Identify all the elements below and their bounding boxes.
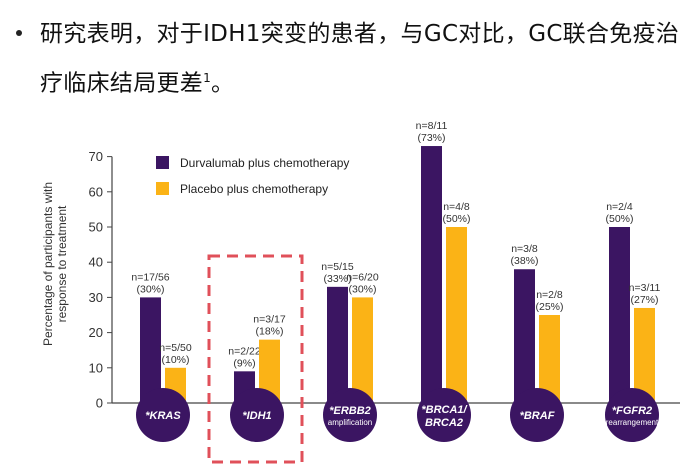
bar-annotation-pct: (33%) bbox=[323, 273, 351, 285]
category-label: *KRAS bbox=[145, 410, 181, 422]
y-axis-label: response to treatment bbox=[55, 205, 69, 322]
bar-annotation-n: n=5/50 bbox=[159, 342, 192, 354]
bar-annotation-n: n=6/20 bbox=[346, 271, 379, 283]
category-label-line2: BRCA2 bbox=[425, 417, 463, 429]
bar-annotation-pct: (9%) bbox=[233, 357, 255, 369]
bar-annotation-n: n=2/22 bbox=[228, 345, 261, 357]
y-tick-label: 0 bbox=[96, 396, 103, 411]
y-tick-label: 60 bbox=[89, 184, 103, 199]
bar-annotation-pct: (18%) bbox=[255, 326, 283, 338]
category-badge bbox=[605, 388, 659, 442]
y-tick-label: 30 bbox=[89, 290, 103, 305]
category-badge bbox=[323, 388, 377, 442]
category-badge bbox=[230, 388, 284, 442]
bar bbox=[421, 146, 442, 404]
bar bbox=[514, 269, 535, 403]
y-tick-label: 50 bbox=[89, 220, 103, 235]
bar-annotation-pct: (50%) bbox=[605, 213, 633, 225]
legend-label: Durvalumab plus chemotherapy bbox=[180, 156, 349, 170]
bar-annotation-pct: (30%) bbox=[136, 283, 164, 295]
category-label: *BRCA1/ bbox=[421, 404, 468, 416]
bar bbox=[539, 315, 560, 403]
bar-annotation-pct: (27%) bbox=[630, 294, 658, 306]
highlight-box bbox=[207, 254, 304, 464]
bar-annotation-n: n=2/4 bbox=[606, 201, 633, 213]
bullet-end: 。 bbox=[211, 70, 235, 97]
bar-annotation-pct: (73%) bbox=[417, 132, 445, 144]
bar-annotation-n: n=8/11 bbox=[416, 120, 448, 132]
category-label: *ERBB2 bbox=[329, 405, 371, 417]
bar-annotation-pct: (25%) bbox=[535, 301, 563, 313]
bar bbox=[634, 307, 655, 403]
bar-annotation-n: n=4/8 bbox=[443, 201, 470, 213]
bar-annotation-pct: (38%) bbox=[510, 255, 538, 267]
bar-annotation-pct: (30%) bbox=[348, 283, 376, 295]
bar-annotation-n: n=3/11 bbox=[629, 282, 661, 294]
y-tick-label: 20 bbox=[89, 325, 103, 340]
legend-label: Placebo plus chemotherapy bbox=[180, 182, 328, 196]
bullet-superscript: 1 bbox=[203, 71, 212, 85]
category-label: *BRAF bbox=[520, 410, 555, 422]
category-badge bbox=[417, 388, 471, 442]
bar-annotation-pct: (10%) bbox=[161, 354, 189, 366]
bar-annotation-n: n=2/8 bbox=[536, 289, 563, 301]
y-tick-label: 10 bbox=[89, 360, 103, 375]
category-sublabel: rearrangement bbox=[606, 418, 659, 427]
category-label: *IDH1 bbox=[242, 410, 271, 422]
legend-swatch bbox=[156, 156, 169, 169]
bullet-block: 研究表明，对于IDH1突变的患者，与GC对比，GC联合免疫治疗临床结局更差1。 bbox=[14, 12, 694, 106]
category-label: *FGFR2 bbox=[612, 405, 652, 417]
y-tick-label: 70 bbox=[89, 149, 103, 164]
bullet-text: 研究表明，对于IDH1突变的患者，与GC对比，GC联合免疫治疗临床结局更差1。 bbox=[40, 12, 694, 106]
bullet-main-text: 研究表明，对于IDH1突变的患者，与GC对比，GC联合免疫治疗临床结局更差 bbox=[40, 21, 680, 97]
category-badge bbox=[510, 388, 564, 442]
category-sublabel: amplification bbox=[328, 418, 372, 427]
bar-annotation-n: n=3/17 bbox=[253, 314, 286, 326]
bar bbox=[352, 297, 373, 403]
bullet-dot bbox=[16, 30, 22, 36]
bar bbox=[446, 227, 467, 403]
bar bbox=[259, 339, 280, 403]
bar-annotation-n: n=5/15 bbox=[321, 261, 354, 273]
bar bbox=[327, 286, 348, 403]
y-tick-label: 40 bbox=[89, 255, 103, 270]
bar bbox=[609, 227, 630, 403]
bar-annotation-n: n=17/56 bbox=[131, 271, 169, 283]
bar bbox=[140, 297, 161, 403]
category-badge bbox=[136, 388, 190, 442]
bar-annotation-pct: (50%) bbox=[442, 213, 470, 225]
bar-annotation-n: n=3/8 bbox=[511, 243, 538, 255]
y-axis-label: Percentage of participants with bbox=[41, 182, 55, 346]
legend-swatch bbox=[156, 182, 169, 195]
